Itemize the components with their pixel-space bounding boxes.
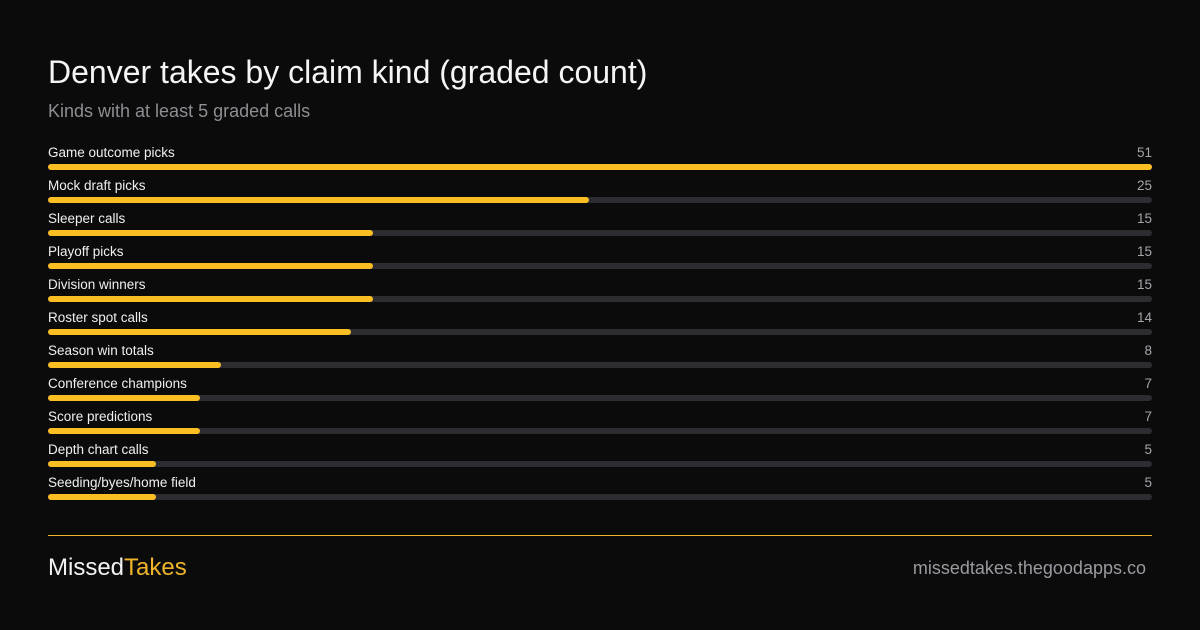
bar-value-label: 5 [1144,442,1152,457]
bar-value-label: 15 [1136,277,1152,292]
bar-track [48,494,1152,500]
footer-divider [48,535,1152,536]
bar-row: Season win totals 8 [48,340,1152,373]
bar-track [48,230,1152,236]
bar-label: Seeding/byes/home field [48,475,196,490]
bar-value-label: 25 [1136,178,1152,193]
bar-label: Game outcome picks [48,145,175,160]
bar-label: Depth chart calls [48,442,149,457]
bar [48,263,373,269]
bar-label: Conference champions [48,376,187,391]
bar-label: Mock draft picks [48,178,146,193]
bar-value-label: 15 [1136,211,1152,226]
bar-row: Sleeper calls 15 [48,208,1152,241]
bar-label: Division winners [48,277,146,292]
bar-label: Roster spot calls [48,310,148,325]
bar-value-label: 14 [1136,310,1152,325]
bar-row: Game outcome picks 51 [48,142,1152,175]
bar-value-label: 5 [1144,475,1152,490]
bar-track [48,428,1152,434]
bar-row: Conference champions 7 [48,373,1152,406]
bar-chart: Game outcome picks 51 Mock draft picks 25 Sl… [48,142,1152,505]
bar-track [48,296,1152,302]
bar-track [48,395,1152,401]
bar-track [48,461,1152,467]
bar-value-label: 8 [1144,343,1152,358]
bar-row: Mock draft picks 25 [48,175,1152,208]
bar-value-label: 7 [1144,376,1152,391]
bar-row: Score predictions 7 [48,406,1152,439]
bar-track [48,362,1152,368]
bar [48,197,590,203]
bar-label: Playoff picks [48,244,124,259]
bar [48,395,200,401]
bar-track [48,263,1152,269]
bar [48,461,157,467]
bar-track [48,329,1152,335]
bar-value-label: 51 [1136,145,1152,160]
bar [48,362,222,368]
bar-row: Depth chart calls 5 [48,439,1152,472]
bar-value-label: 15 [1136,244,1152,259]
brand-name-part1: Missed [48,554,125,581]
bar-track [48,164,1152,170]
bar-track [48,197,1152,203]
bar [48,329,352,335]
bar [48,296,373,302]
bar [48,230,373,236]
brand-logo: MissedTakes [48,553,187,583]
bar [48,164,1152,170]
chart-subtitle: Kinds with at least 5 graded calls [48,101,311,121]
bar-label: Sleeper calls [48,211,126,226]
bar-row: Roster spot calls 14 [48,307,1152,340]
site-url: missedtakes.thegoodapps.co [912,558,1146,578]
bar [48,494,157,500]
bar-row: Seeding/byes/home field 5 [48,472,1152,505]
bar [48,428,200,434]
bar-value-label: 7 [1144,409,1152,424]
bar-label: Season win totals [48,343,154,358]
bar-label: Score predictions [48,409,153,424]
chart-title: Denver takes by claim kind (graded count… [48,54,648,90]
bar-row: Playoff picks 15 [48,241,1152,274]
bar-row: Division winners 15 [48,274,1152,307]
brand-name-part2: Takes [124,554,187,581]
